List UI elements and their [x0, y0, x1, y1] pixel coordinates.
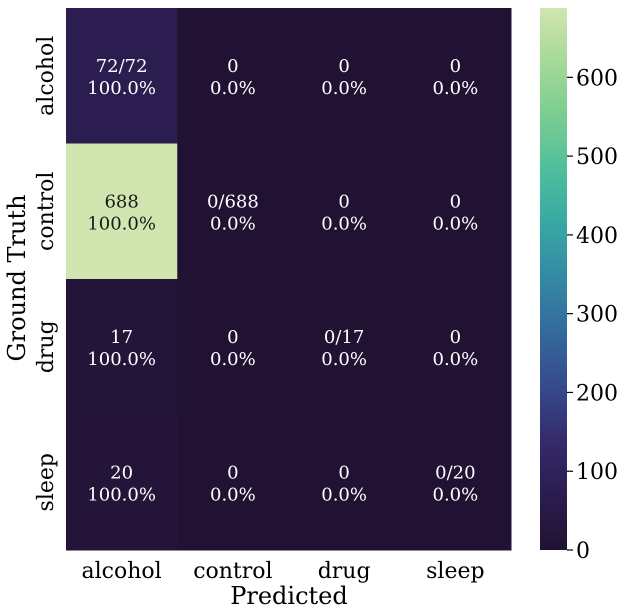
- colorbar-ticks: 0 100 200 300 400 500 600: [567, 66, 618, 564]
- y-tick-label: alcohol: [34, 36, 59, 116]
- heatmap-cells: 72/72100.0%00.0%00.0%00.0%688100.0%0/688…: [66, 8, 512, 551]
- heatmap-cell: [66, 8, 178, 144]
- cell-count-label: 0: [227, 462, 238, 483]
- x-tick-label: sleep: [426, 559, 484, 584]
- y-tick-label: sleep: [34, 453, 59, 511]
- colorbar-tick-label: 100: [576, 460, 618, 485]
- cell-percent-label: 0.0%: [321, 78, 367, 99]
- heatmap-cell: [177, 8, 289, 144]
- cell-count-label: 0/17: [324, 327, 364, 348]
- heatmap-cell: [288, 143, 401, 280]
- heatmap-cell: [288, 8, 401, 144]
- colorbar: [540, 8, 567, 550]
- colorbar-tick-label: 0: [576, 539, 590, 564]
- cell-percent-label: 0.0%: [321, 349, 367, 370]
- cell-count-label: 20: [110, 462, 133, 483]
- cell-percent-label: 100.0%: [87, 349, 156, 370]
- cell-percent-label: 100.0%: [87, 484, 156, 505]
- cell-count-label: 688: [104, 191, 138, 212]
- heatmap-cell: [177, 279, 289, 415]
- colorbar-tick-label: 200: [576, 381, 618, 406]
- x-tick-label: control: [193, 559, 272, 584]
- x-tick-labels: alcohol control drug sleep: [82, 559, 485, 584]
- cell-percent-label: 0.0%: [321, 484, 367, 505]
- colorbar-tick-label: 300: [576, 303, 618, 328]
- heatmap-cell: [399, 414, 512, 551]
- cell-percent-label: 100.0%: [87, 78, 156, 99]
- colorbar-tick-label: 400: [576, 224, 618, 249]
- heatmap-cell: [288, 414, 401, 551]
- cell-count-label: 0: [450, 191, 461, 212]
- heatmap-cell: [399, 8, 512, 144]
- cell-count-label: 0: [227, 56, 238, 77]
- cell-count-label: 72/72: [96, 56, 148, 77]
- cell-count-label: 0: [450, 327, 461, 348]
- cell-percent-label: 0.0%: [210, 78, 256, 99]
- heatmap-cell: [66, 414, 178, 551]
- cell-percent-label: 0.0%: [210, 213, 256, 234]
- y-axis-label: Ground Truth: [3, 194, 31, 361]
- cell-count-label: 0: [338, 56, 349, 77]
- heatmap-cell: [399, 279, 512, 415]
- cell-count-label: 0/688: [207, 191, 259, 212]
- heatmap-cell: [399, 143, 512, 280]
- cell-percent-label: 0.0%: [321, 213, 367, 234]
- heatmap-cell: [177, 143, 289, 280]
- cell-percent-label: 0.0%: [210, 349, 256, 370]
- cell-count-label: 0/20: [435, 462, 475, 483]
- heatmap-cell: [288, 279, 401, 415]
- cell-count-label: 17: [110, 327, 133, 348]
- x-axis-label: Predicted: [230, 582, 348, 610]
- cell-percent-label: 0.0%: [433, 349, 479, 370]
- cell-percent-label: 0.0%: [433, 484, 479, 505]
- cell-count-label: 0: [227, 327, 238, 348]
- cell-percent-label: 0.0%: [433, 213, 479, 234]
- x-tick-label: drug: [318, 559, 371, 584]
- y-tick-label: control: [34, 172, 59, 251]
- cell-count-label: 0: [450, 56, 461, 77]
- heatmap-cell: [177, 414, 289, 551]
- cell-count-label: 0: [338, 191, 349, 212]
- cell-percent-label: 100.0%: [87, 213, 156, 234]
- x-tick-label: alcohol: [82, 559, 162, 584]
- y-tick-labels: alcohol control drug sleep: [34, 36, 59, 512]
- colorbar-tick-label: 600: [576, 66, 618, 91]
- heatmap-cell: [66, 279, 178, 415]
- cell-percent-label: 0.0%: [210, 484, 256, 505]
- cell-percent-label: 0.0%: [433, 78, 479, 99]
- heatmap-cell: [66, 143, 178, 280]
- colorbar-tick-label: 500: [576, 145, 618, 170]
- cell-count-label: 0: [338, 462, 349, 483]
- y-tick-label: drug: [34, 320, 59, 373]
